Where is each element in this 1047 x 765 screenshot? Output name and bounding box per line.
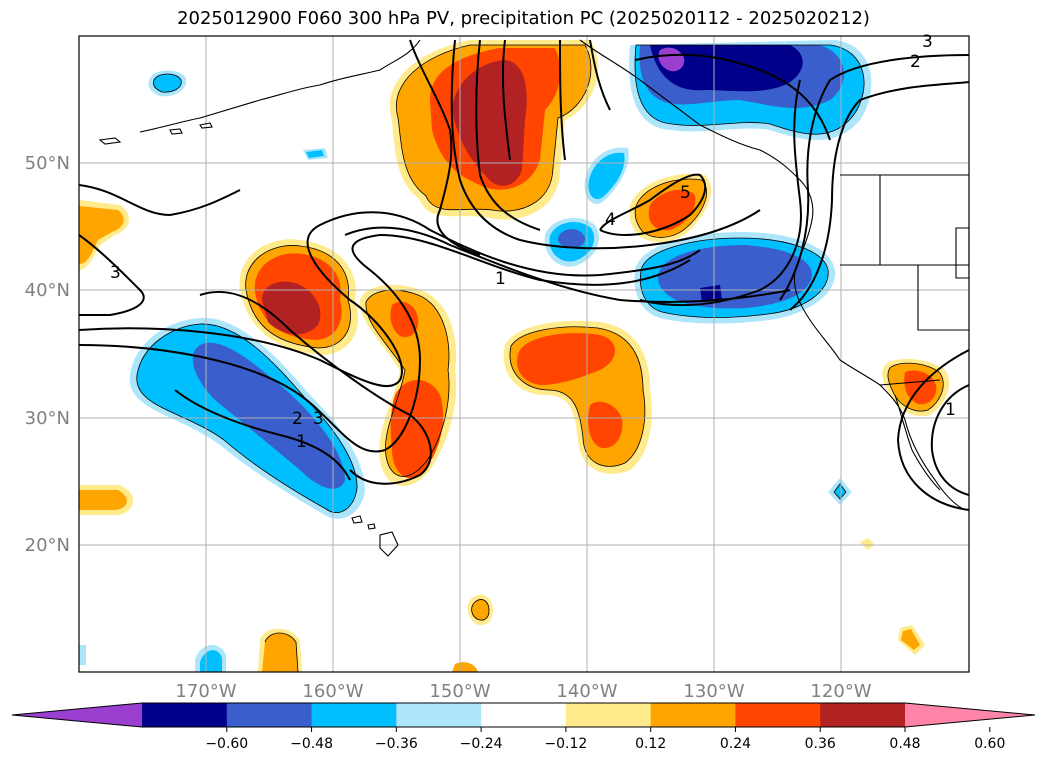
colorbar-segment bbox=[142, 703, 228, 727]
lon-label: 120°W bbox=[810, 681, 871, 702]
colorbar-segment bbox=[481, 703, 567, 727]
colorbar-tick-label: 0.12 bbox=[635, 736, 666, 752]
colorbar-tick-label: −0.48 bbox=[290, 736, 333, 752]
colorbar-extend-min bbox=[12, 703, 142, 727]
colorbar-segment bbox=[226, 703, 313, 727]
shading-outlines bbox=[136, 44, 944, 672]
contour-label: 2 bbox=[292, 409, 303, 429]
lon-label: 150°W bbox=[429, 681, 490, 702]
lat-label: 50°N bbox=[25, 153, 70, 174]
lat-label: 30°N bbox=[25, 408, 70, 429]
latitude-labels: 50°N 40°N 30°N 20°N bbox=[25, 153, 70, 556]
lon-label: 160°W bbox=[302, 681, 363, 702]
colorbar-tick-label: −0.36 bbox=[375, 736, 418, 752]
contour-labels: 3 1 4 5 2 3 2 3 1 1 bbox=[110, 32, 956, 452]
map-title: 2025012900 F060 300 hPa PV, precipitatio… bbox=[177, 8, 870, 29]
contour-label: 4 bbox=[605, 210, 616, 230]
contour-label: 1 bbox=[945, 400, 956, 420]
colorbar: −0.60 −0.48 −0.36 −0.24 −0.12 0.12 0.24 0.36 0.4… bbox=[11, 702, 1036, 752]
colorbar-tick-label: −0.24 bbox=[460, 736, 503, 752]
colorbar-segment bbox=[565, 703, 652, 727]
colorbar-extend-max bbox=[905, 703, 1035, 727]
lon-label: 170°W bbox=[175, 681, 236, 702]
colorbar-tick-label: −0.60 bbox=[205, 736, 248, 752]
colorbar-outline bbox=[11, 702, 1036, 728]
lat-label: 40°N bbox=[25, 280, 70, 301]
colorbar-tick-label: −0.12 bbox=[544, 736, 587, 752]
contour-label: 2 bbox=[910, 52, 921, 72]
colorbar-tick-label: 0.48 bbox=[889, 736, 920, 752]
lon-label: 130°W bbox=[683, 681, 744, 702]
contour-label: 1 bbox=[296, 432, 307, 452]
contour-label: 3 bbox=[313, 409, 324, 429]
contour-label: 5 bbox=[680, 183, 691, 203]
longitude-labels: 170°W 160°W 150°W 140°W 130°W 120°W bbox=[175, 681, 871, 702]
positive-anomaly-shading bbox=[79, 40, 950, 672]
pv-contours bbox=[79, 39, 969, 511]
lon-label: 140°W bbox=[556, 681, 617, 702]
contour-label: 3 bbox=[110, 263, 121, 283]
colorbar-segment bbox=[311, 703, 397, 727]
contour-label: 3 bbox=[922, 32, 933, 52]
colorbar-segment bbox=[820, 703, 906, 727]
negative-anomaly-shading bbox=[79, 40, 872, 672]
colorbar-tick-label: 0.60 bbox=[974, 736, 1005, 752]
map-frame bbox=[78, 35, 970, 673]
lat-label: 20°N bbox=[25, 535, 70, 556]
colorbar-segment bbox=[396, 703, 482, 727]
colorbar-segment bbox=[735, 703, 821, 727]
contour-label: 1 bbox=[495, 269, 506, 289]
colorbar-tick-label: 0.36 bbox=[805, 736, 836, 752]
coastlines bbox=[98, 39, 969, 557]
colorbar-segment bbox=[650, 703, 736, 727]
colorbar-tick-label: 0.24 bbox=[720, 736, 751, 752]
